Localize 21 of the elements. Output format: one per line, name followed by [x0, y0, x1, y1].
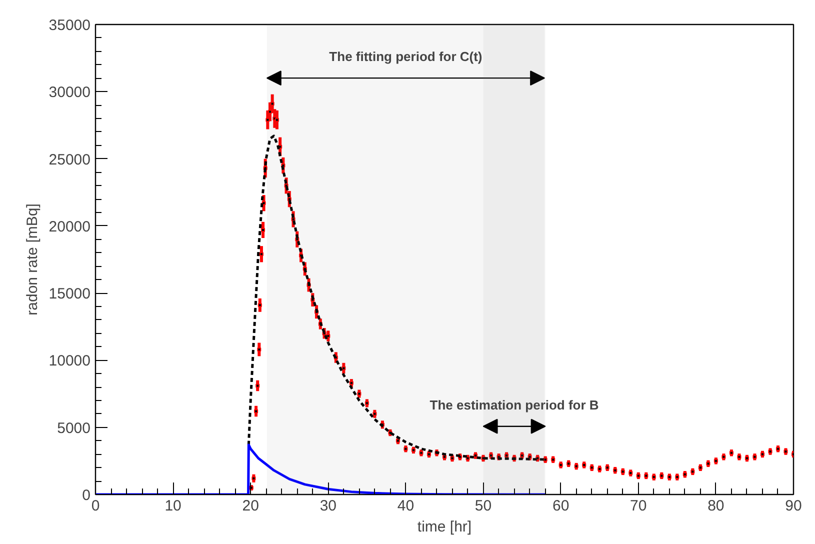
x-tick-label: 80 — [708, 498, 724, 514]
y-tick-label: 0 — [82, 487, 90, 504]
y-tick-label: 5000 — [57, 420, 91, 437]
x-tick-label: 10 — [164, 498, 182, 514]
x-tick-label: 40 — [397, 498, 414, 514]
band-label: The fitting period for C(t) — [329, 48, 482, 64]
y-tick-label: 20000 — [48, 218, 91, 236]
x-tick-label: 60 — [552, 498, 570, 514]
band-label: The estimation period for B — [430, 397, 599, 412]
x-tick-label: 70 — [630, 498, 647, 514]
y-tick-label: 15000 — [48, 286, 91, 303]
x-axis-title: time [hr] — [417, 518, 472, 536]
x-tick-label: 30 — [320, 498, 337, 514]
y-tick-label: 35000 — [48, 17, 91, 34]
x-tick-label: 20 — [242, 498, 259, 514]
x-tick-label: 90 — [785, 498, 802, 514]
y-tick-label: 30000 — [48, 84, 91, 102]
y-tick-label: 25000 — [48, 151, 91, 168]
x-tick-label: 50 — [474, 498, 492, 514]
y-axis-title: radon rate [mBq] — [24, 204, 41, 316]
y-tick-label: 10000 — [48, 352, 91, 370]
